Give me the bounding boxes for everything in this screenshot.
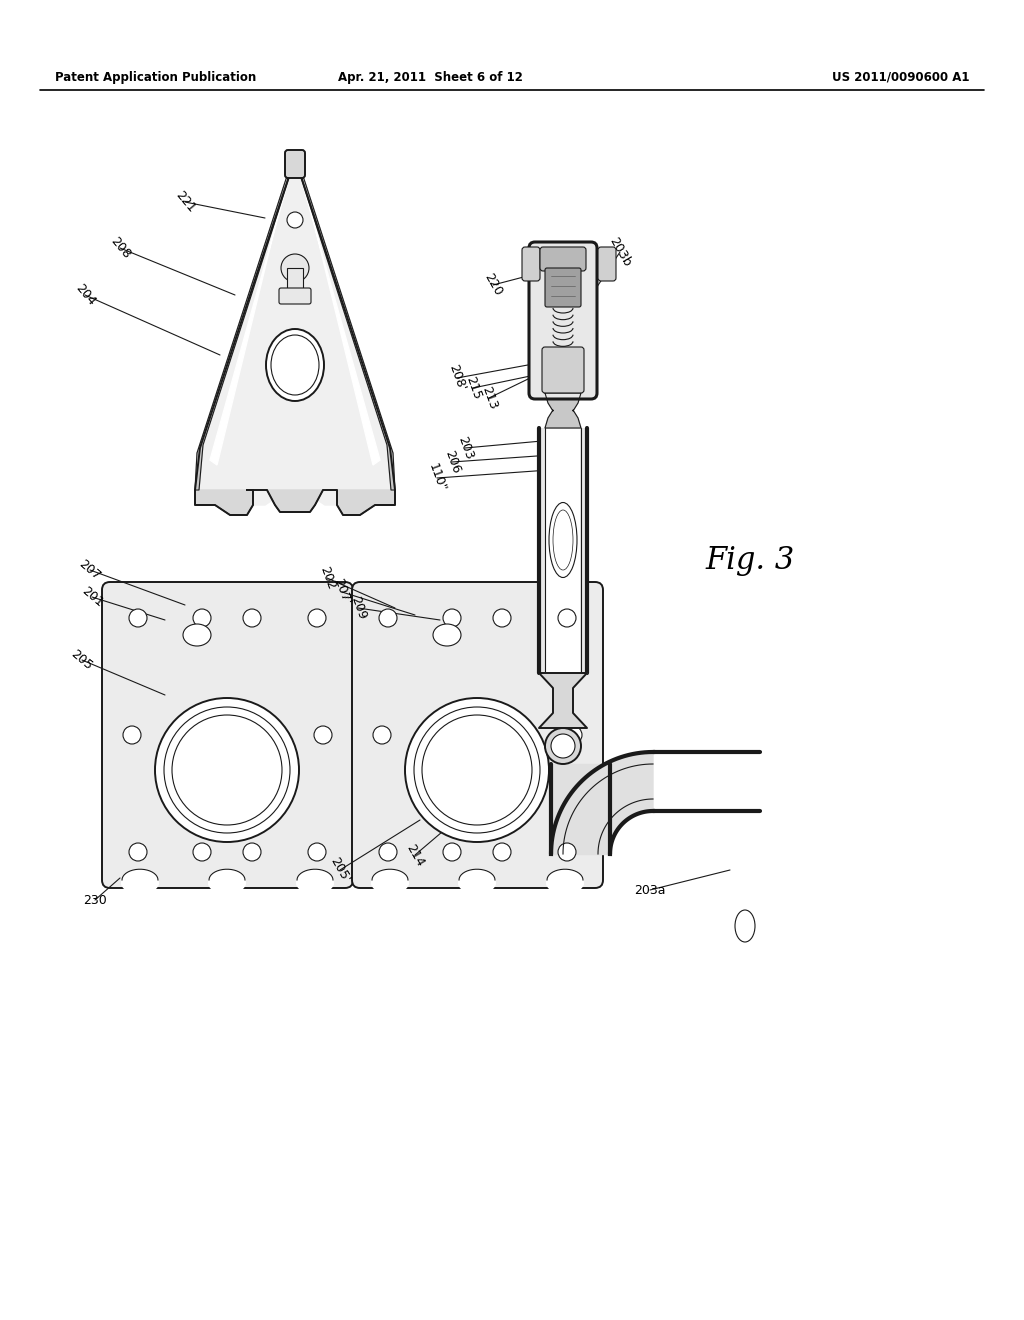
Circle shape [558,843,575,861]
Circle shape [545,729,581,764]
Circle shape [193,609,211,627]
Polygon shape [122,870,158,884]
Polygon shape [195,176,291,490]
Polygon shape [551,764,610,854]
Circle shape [493,609,511,627]
Circle shape [155,698,299,842]
Text: Fig. 3: Fig. 3 [706,544,795,576]
FancyBboxPatch shape [279,288,311,304]
Circle shape [373,726,391,744]
Polygon shape [459,870,495,884]
FancyBboxPatch shape [542,347,584,393]
Text: 215: 215 [463,375,483,401]
Circle shape [243,843,261,861]
Bar [539,428,587,673]
Polygon shape [539,673,587,729]
Text: 207': 207' [331,577,353,607]
Text: 110": 110" [426,462,449,494]
Circle shape [493,843,511,861]
Text: 208': 208' [446,363,468,393]
Text: 202: 202 [316,565,337,591]
Polygon shape [372,870,408,884]
Text: US 2011/0090600 A1: US 2011/0090600 A1 [833,70,970,83]
Polygon shape [210,178,380,465]
Circle shape [551,734,575,758]
Circle shape [308,843,326,861]
Circle shape [314,726,332,744]
Ellipse shape [546,873,584,894]
Text: 204: 204 [73,281,97,309]
Ellipse shape [433,624,461,645]
Polygon shape [299,176,395,490]
Text: 208: 208 [108,235,133,261]
Circle shape [193,843,211,861]
Polygon shape [337,490,395,515]
Ellipse shape [208,873,246,894]
Circle shape [287,213,303,228]
Text: 205': 205' [328,855,352,886]
Ellipse shape [371,873,409,894]
Text: 209: 209 [348,594,369,622]
Text: 221: 221 [172,189,198,215]
FancyBboxPatch shape [102,582,353,888]
Ellipse shape [183,624,211,645]
FancyBboxPatch shape [598,247,616,281]
FancyBboxPatch shape [540,247,586,271]
Text: 220: 220 [481,272,505,298]
Polygon shape [195,490,253,515]
Ellipse shape [266,329,324,401]
Circle shape [123,726,141,744]
Circle shape [564,726,582,744]
Text: Apr. 21, 2011  Sheet 6 of 12: Apr. 21, 2011 Sheet 6 of 12 [338,70,522,83]
Ellipse shape [121,873,159,894]
Text: 201: 201 [79,585,105,610]
Circle shape [129,843,147,861]
Ellipse shape [296,873,334,894]
Circle shape [443,609,461,627]
Text: 214: 214 [403,842,427,869]
Polygon shape [547,870,583,884]
Circle shape [308,609,326,627]
Text: 203b: 203b [606,235,634,269]
Polygon shape [195,176,395,506]
Circle shape [379,843,397,861]
Circle shape [129,609,147,627]
FancyBboxPatch shape [545,268,581,308]
FancyBboxPatch shape [352,582,603,888]
Text: 213: 213 [479,384,499,412]
Ellipse shape [458,873,496,894]
Bar [546,428,580,673]
Circle shape [281,253,309,282]
Polygon shape [545,393,581,428]
Text: 203a: 203a [634,883,666,896]
Circle shape [406,698,549,842]
Text: Patent Application Publication: Patent Application Publication [55,70,256,83]
Polygon shape [297,870,333,884]
Circle shape [443,843,461,861]
FancyBboxPatch shape [522,247,540,281]
Text: 230: 230 [83,894,106,907]
Bar [287,268,303,293]
Ellipse shape [549,503,577,578]
Text: 205: 205 [69,647,95,673]
Circle shape [558,609,575,627]
Polygon shape [209,870,245,884]
Ellipse shape [735,909,755,942]
Text: 203: 203 [455,434,475,462]
FancyBboxPatch shape [285,150,305,178]
Circle shape [243,609,261,627]
Polygon shape [267,490,323,512]
Circle shape [379,609,397,627]
Text: 207: 207 [77,557,103,582]
Text: 206: 206 [441,449,462,475]
Polygon shape [551,752,653,854]
FancyBboxPatch shape [529,242,597,399]
